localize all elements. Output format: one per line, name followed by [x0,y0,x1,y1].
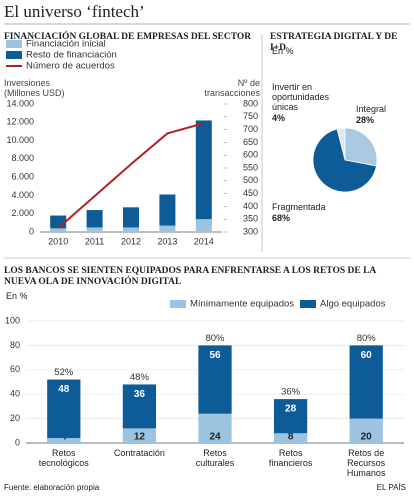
bar-segment [159,194,176,226]
chart-title: FINANCIACIÓN GLOBAL DE EMPRESAS DEL SECT… [4,32,252,42]
slice-label: Invertir en oportunidades únicas [272,82,330,112]
bar-segment [349,418,383,443]
y-tick-label: 2.000 [11,208,34,218]
source: Fuente: elaboración propia [4,483,100,492]
x-tick-label: 2011 [85,236,104,246]
data-label: 8 [288,432,294,443]
slice-value: 28% [356,115,375,125]
chart-title: ESTRATEGIA DIGITAL Y DE I+D [270,32,398,53]
y2-tick-label: 300 [243,226,258,236]
bar-segment [198,413,232,443]
y2-tick-label: 750 [243,111,258,121]
y2-axis-label: Nº de transacciones [204,78,260,98]
y2-tick-label: 500 [243,175,258,185]
data-label: 48 [58,384,70,395]
bar-segment [273,399,308,434]
y-tick-label: 4.000 [11,190,34,200]
x-tick-label: 2013 [157,236,177,246]
bar-segment [47,438,81,443]
x-tick-label: 2012 [121,236,141,246]
y2-tick-label: 650 [243,137,258,147]
y2-tick-label: 450 [243,188,258,198]
page-title: El universo ‘fintech’ [4,2,145,21]
y2-tick-label: 400 [243,201,258,211]
data-label: 20 [361,432,373,443]
chart-subtitle: En % [272,46,294,56]
x-tick-label: Retos de Recursos Humanos [346,448,386,478]
bar-segment [86,210,103,228]
slice-label: Integral [356,104,387,114]
line [57,122,205,229]
bar-segment [122,384,157,429]
y-tick-label: 8.000 [11,153,34,163]
bar-segment [122,227,140,232]
bar-segment [122,207,140,228]
bar-segment [195,219,212,232]
x-tick-label: Retos culturales [195,448,235,468]
x-tick-label: Retos financieros [268,448,313,468]
y-tick-label: 60 [10,364,20,374]
slice-value: 4% [272,113,286,123]
legend-label: Resto de financiación [26,50,117,61]
bar-segment [86,227,103,232]
data-label: 60 [361,350,373,361]
x-tick-label: 2010 [48,236,68,246]
legend-label: Financiación inicial [26,39,106,50]
legend-label: Mínimamente equipados [190,299,294,310]
publisher: EL PAÍS [376,483,406,492]
data-label: 12 [134,432,146,443]
bar-segment [349,345,383,419]
y-tick-label: 80 [10,340,20,350]
total-label: 52% [54,367,74,378]
y2-tick-label: 700 [243,124,258,134]
y2-tick-label: 800 [243,98,258,108]
bar-segment [122,428,157,443]
total-label: 36% [281,387,301,398]
y-tick-label: 10.000 [6,135,34,145]
legend-label: Algo equipados [320,299,386,310]
y2-tick-label: 600 [243,150,258,160]
data-label: 36 [134,389,146,400]
legend-label: Número de acuerdos [26,61,115,72]
y-tick-label: 40 [10,389,20,399]
data-label: 28 [285,404,297,415]
pie-slice [312,128,377,193]
data-label: 24 [209,432,221,443]
legend-swatch [6,51,22,59]
total-label: 80% [205,333,225,344]
total-label: 48% [130,372,150,383]
y-tick-label: 20 [10,413,20,423]
x-tick-label: Contratación [113,448,165,458]
y-axis-label: Inversiones (Millones USD) [4,78,65,98]
bar-segment [273,433,308,443]
y2-tick-label: 350 [243,214,258,224]
y2-tick-label: 550 [243,162,258,172]
pie-slice [344,127,378,167]
legend-swatch [170,300,186,308]
bar-segment [198,345,232,414]
y-tick-label: 0 [29,226,34,236]
y-tick-label: 0 [15,437,20,447]
slice-label: Fragmentada [272,202,326,212]
chart-subtitle: En % [6,291,28,301]
bar-segment [195,120,212,220]
bar-segment [50,228,67,232]
legend-swatch [300,300,316,308]
legend-swatch [6,40,22,48]
x-tick-label: Retos tecnológicos [38,448,89,468]
y-tick-label: 6.000 [11,172,34,182]
y-tick-label: 12.000 [6,117,34,127]
slice-value: 68% [272,213,291,223]
data-label: 56 [209,350,221,361]
chart-title: LOS BANCOS SE SIENTEN EQUIPADOS PARA ENF… [4,266,376,287]
x-tick-label: 2014 [194,236,214,246]
bar-segment [159,225,176,232]
y-tick-label: 100 [5,315,20,325]
bar-segment [47,379,81,439]
y-tick-label: 14.000 [6,98,34,108]
total-label: 80% [357,333,377,344]
